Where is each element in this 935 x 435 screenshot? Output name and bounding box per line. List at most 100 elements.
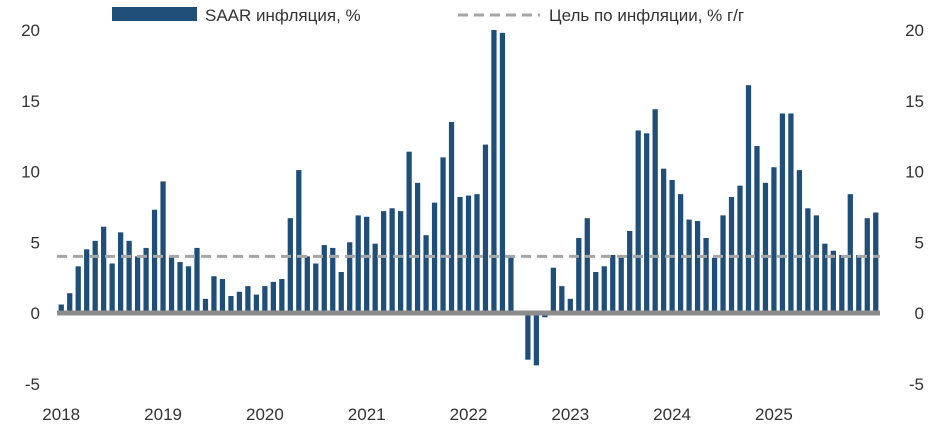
bar bbox=[847, 194, 853, 313]
bar bbox=[796, 170, 803, 313]
y-tick-label-left: 10 bbox=[21, 163, 40, 182]
bar bbox=[601, 266, 607, 314]
x-tick-label: 2019 bbox=[144, 405, 182, 424]
bar bbox=[644, 133, 650, 313]
x-tick-label: 2022 bbox=[450, 405, 488, 424]
bar bbox=[67, 293, 73, 313]
bar bbox=[219, 279, 226, 313]
bar bbox=[813, 215, 819, 314]
bar bbox=[652, 109, 658, 314]
bar bbox=[559, 286, 565, 313]
bar bbox=[313, 263, 319, 313]
bar bbox=[406, 151, 412, 313]
bar bbox=[168, 256, 175, 313]
y-tick-label-left: 5 bbox=[31, 233, 40, 252]
bar bbox=[389, 208, 395, 313]
y-tick-label-right: 20 bbox=[905, 21, 924, 40]
y-tick-label-left: 0 bbox=[31, 304, 40, 323]
bar bbox=[364, 216, 370, 313]
bar bbox=[474, 194, 480, 313]
bar bbox=[253, 294, 260, 313]
legend-swatch-saar bbox=[112, 7, 197, 21]
bar bbox=[372, 243, 378, 313]
bar bbox=[177, 262, 183, 313]
bar bbox=[330, 247, 336, 313]
x-tick-label: 2020 bbox=[246, 405, 284, 424]
x-tick-label: 2021 bbox=[348, 405, 386, 424]
bar bbox=[618, 256, 624, 313]
y-tick-label-left: 15 bbox=[21, 92, 40, 111]
bar bbox=[304, 256, 310, 313]
bar bbox=[262, 286, 268, 313]
bar bbox=[134, 256, 141, 313]
bar bbox=[185, 266, 192, 314]
bar bbox=[75, 266, 81, 314]
bar bbox=[397, 211, 404, 313]
bar bbox=[236, 291, 243, 313]
bar bbox=[482, 144, 489, 313]
bar bbox=[287, 218, 293, 313]
y-tick-label-right: 10 bbox=[905, 163, 924, 182]
bar bbox=[864, 218, 870, 313]
bar bbox=[143, 247, 149, 313]
bar bbox=[762, 182, 769, 313]
bar bbox=[873, 212, 879, 313]
bar bbox=[355, 215, 361, 314]
y-tick-label-left: -5 bbox=[25, 375, 40, 394]
bar bbox=[754, 146, 760, 313]
bar bbox=[661, 168, 667, 313]
bar bbox=[414, 182, 421, 313]
bar bbox=[711, 257, 718, 313]
bar bbox=[771, 167, 777, 313]
bar bbox=[576, 238, 582, 313]
bar bbox=[491, 30, 497, 313]
bar bbox=[465, 195, 472, 314]
bar bbox=[126, 240, 132, 313]
bar bbox=[627, 230, 633, 313]
bar bbox=[270, 281, 276, 313]
legend: SAAR инфляция, % Цель по инфляции, % г/г bbox=[112, 6, 744, 25]
bar bbox=[720, 215, 726, 314]
x-tick-label: 2018 bbox=[42, 405, 80, 424]
bar bbox=[805, 208, 811, 313]
y-axis-right: -5 0 5 10 15 20 bbox=[905, 21, 924, 394]
bar bbox=[160, 181, 166, 313]
bar bbox=[788, 113, 794, 314]
legend-label-saar: SAAR инфляция, % bbox=[205, 6, 361, 25]
bar bbox=[202, 298, 209, 313]
bar bbox=[228, 296, 234, 313]
bar bbox=[279, 279, 285, 313]
bar bbox=[525, 313, 531, 360]
bar bbox=[610, 254, 616, 313]
bar bbox=[745, 85, 752, 314]
bar bbox=[703, 238, 709, 313]
bar bbox=[194, 247, 200, 313]
bar bbox=[567, 298, 573, 313]
bar bbox=[499, 32, 506, 313]
bar bbox=[635, 130, 641, 313]
bar bbox=[533, 313, 540, 366]
bar bbox=[830, 250, 836, 313]
bar bbox=[550, 267, 556, 313]
y-tick-label-right: 15 bbox=[905, 92, 924, 111]
legend-label-target: Цель по инфляции, % г/г bbox=[549, 6, 744, 25]
y-axis-left: -5 0 5 10 15 20 bbox=[21, 21, 40, 394]
x-tick-label: 2025 bbox=[755, 405, 793, 424]
y-tick-label-right: -5 bbox=[909, 375, 924, 394]
bar bbox=[686, 219, 692, 313]
bar bbox=[347, 242, 353, 313]
bar bbox=[779, 113, 786, 314]
bar bbox=[508, 254, 514, 313]
y-tick-label-right: 5 bbox=[915, 233, 924, 252]
bar bbox=[677, 194, 684, 313]
bar bbox=[440, 157, 446, 313]
bar bbox=[856, 254, 862, 313]
bar bbox=[109, 263, 115, 313]
bar bbox=[669, 179, 675, 313]
bar bbox=[296, 170, 302, 313]
y-tick-label-right: 0 bbox=[915, 304, 924, 323]
x-tick-label: 2024 bbox=[653, 405, 691, 424]
bar bbox=[211, 276, 217, 313]
bar bbox=[321, 245, 327, 313]
